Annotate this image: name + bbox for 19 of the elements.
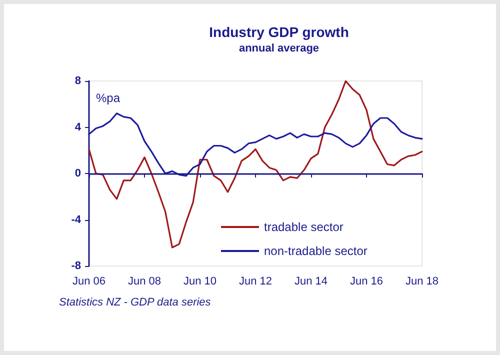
y-tick-label: 8 [74, 75, 81, 87]
x-tick-label: Jun 18 [405, 276, 439, 288]
y-tick-label: -4 [71, 214, 82, 226]
y-tick-label: 4 [74, 121, 82, 134]
x-tick-label: Jun 16 [350, 276, 384, 288]
x-tick-label: Jun 10 [183, 276, 217, 288]
y-tick-label: -8 [71, 260, 81, 272]
chart-title: Industry GDP growth [209, 24, 349, 40]
chart-subtitle: annual average [238, 42, 320, 54]
x-tick-label: Jun 06 [72, 276, 106, 288]
x-tick-label: Jun 14 [294, 276, 328, 288]
text: Statistics NZ - GDP data series [59, 296, 212, 308]
y-tick-label: 0 [74, 168, 81, 180]
x-tick-label: Jun 08 [128, 276, 162, 288]
legend-label: non-tradable sector [264, 244, 368, 258]
line-series [88, 112, 423, 177]
legend-label: tradable sector [264, 220, 344, 234]
y-axis-title: %pa [96, 91, 120, 105]
x-tick-label: Jun 12 [238, 276, 272, 288]
